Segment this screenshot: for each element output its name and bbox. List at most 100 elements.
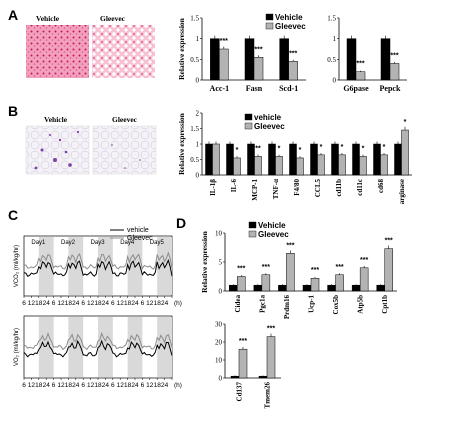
category-label: Acc-1 <box>210 84 230 93</box>
y-tick-label: 1.5 <box>327 15 336 23</box>
x-tick-label: 18 <box>154 300 162 307</box>
bar-gleevec <box>401 129 409 176</box>
bar-gleevec <box>286 253 295 292</box>
x-tick-label: 24 <box>161 382 169 389</box>
y-tick-label: 1.5 <box>190 15 199 23</box>
bar-vehicle <box>380 38 391 81</box>
y-tick-label: 5 <box>219 259 223 267</box>
category-label: Pepck <box>380 84 401 93</box>
x-tick-label: 12 <box>117 382 125 389</box>
bar-gleevec <box>266 336 276 379</box>
significance-mark: *** <box>267 326 275 333</box>
legend-label-vehicle: Vehicle <box>258 221 286 230</box>
x-tick-label: 24 <box>72 300 80 307</box>
x-tick-label: 12 <box>117 300 125 307</box>
significance-mark: *** <box>335 264 343 271</box>
x-tick-label: 24 <box>131 300 139 307</box>
series-line-vehicle <box>23 339 173 358</box>
bar-vehicle <box>253 284 263 292</box>
day-label: Day3 <box>91 240 106 246</box>
significance-mark: *** <box>262 264 270 271</box>
bar-vehicle <box>310 143 318 176</box>
x-tick-label: (h) <box>174 300 182 307</box>
significance-mark: *** <box>356 61 364 68</box>
x-tick-label: 18 <box>65 382 73 389</box>
x-tick-label: 12 <box>28 300 36 307</box>
x-tick-label: 12 <box>87 382 95 389</box>
dark-phase-band <box>38 317 54 377</box>
significance-mark: *** <box>220 38 228 45</box>
bar-vehicle <box>373 143 381 176</box>
category-label: CCL5 <box>314 179 322 198</box>
significance-mark: ** <box>255 145 261 152</box>
significance-mark: * <box>299 147 302 154</box>
bar-gleevec <box>237 276 246 292</box>
bar-gleevec <box>212 143 220 176</box>
legend-label-gleevec: Gleevec <box>254 122 285 131</box>
y-tick-label: 10 <box>215 357 223 365</box>
bar-gleevec <box>238 348 248 379</box>
histology-vehicle-liver <box>26 25 89 78</box>
bar-vehicle <box>229 284 238 292</box>
image-label-gleevec-a: Gleevec <box>100 14 126 23</box>
significance-mark: *** <box>289 50 297 57</box>
bar-gleevec <box>288 61 298 81</box>
y-axis-label: VO₂ (ml/kg/hr) <box>14 328 20 366</box>
legend-label-gleevec: Gleevec <box>275 22 306 31</box>
series-line-gleevec <box>23 251 173 270</box>
dark-phase-band <box>68 237 84 295</box>
bar-gleevec <box>233 157 241 176</box>
bar-vehicle <box>376 284 385 292</box>
y-tick-label: 10 <box>215 230 223 238</box>
day-label: Day5 <box>150 240 165 246</box>
day-label: Day4 <box>120 240 135 246</box>
y-tick-label: 1.5 <box>190 125 199 133</box>
y-tick-label: 1 <box>333 35 337 43</box>
chart-c-vco2: 6 12 18 24 6 12 18 24 6 12 18 24 6 12 18 24 6 12 18 24 (h)VC… <box>14 227 182 307</box>
significance-mark: *** <box>311 267 319 274</box>
category-label: cd68 <box>377 179 385 194</box>
x-tick-label: 12 <box>146 382 154 389</box>
legend-label-gleevec: Gleevec <box>127 235 153 242</box>
significance-mark: * <box>404 119 407 126</box>
x-tick-label: 6 <box>81 300 85 307</box>
chart-a-lipogenic-genes: 0 0.5 1 1.5 Relative expression *** Acc-1 *** Fa… <box>177 13 306 93</box>
bar-gleevec <box>261 274 271 292</box>
x-tick-label: 6 <box>52 382 56 389</box>
bar-gleevec <box>335 274 344 292</box>
bar-vehicle <box>279 38 289 81</box>
bar-vehicle <box>226 143 234 176</box>
legend-swatch-vehicle <box>265 13 274 21</box>
category-label: TNF-α <box>272 179 280 199</box>
category-label: Cpt1b <box>381 295 389 314</box>
image-label-gleevec-b: Gleevec <box>112 115 138 124</box>
y-tick-label: 0 <box>196 77 200 85</box>
category-label: cd11c <box>356 179 364 196</box>
legend-swatch-gleevec <box>265 22 274 30</box>
legend-label-vehicle: vehicle <box>254 113 282 122</box>
x-tick-label: 12 <box>146 300 154 307</box>
significance-mark: *** <box>254 46 262 53</box>
x-tick-label: 6 <box>22 300 26 307</box>
panel-label-c: C <box>8 207 18 223</box>
bar-vehicle <box>352 143 360 176</box>
chart-a-gluconeogenic-genes: 0 0.5 1 1.5 *** G6pase *** Pepck <box>327 15 407 93</box>
bar-gleevec <box>355 71 366 81</box>
legend-label-vehicle: Vehicle <box>275 13 303 22</box>
x-tick-label: 6 <box>111 300 115 307</box>
category-label: F4/80 <box>293 179 301 196</box>
bar-vehicle <box>289 143 297 176</box>
x-tick-label: 6 <box>81 382 85 389</box>
bar-vehicle <box>331 143 339 176</box>
bar-gleevec <box>359 156 367 176</box>
significance-mark: * <box>320 144 323 151</box>
chart-c-vo2: 6 12 18 24 6 12 18 24 6 12 18 24 6 12 18 24 6 12 18 24 (h)VO… <box>14 315 182 389</box>
image-label-vehicle-b: Vehicle <box>44 115 68 124</box>
bar-gleevec <box>296 157 304 176</box>
significance-mark: *** <box>385 238 393 245</box>
legend-swatch-vehicle <box>244 113 253 121</box>
category-label: Cidea <box>234 295 242 313</box>
category-label: Scd-1 <box>279 84 298 93</box>
y-axis-label: Relative expression <box>177 112 186 175</box>
category-label: cd11b <box>335 179 343 197</box>
